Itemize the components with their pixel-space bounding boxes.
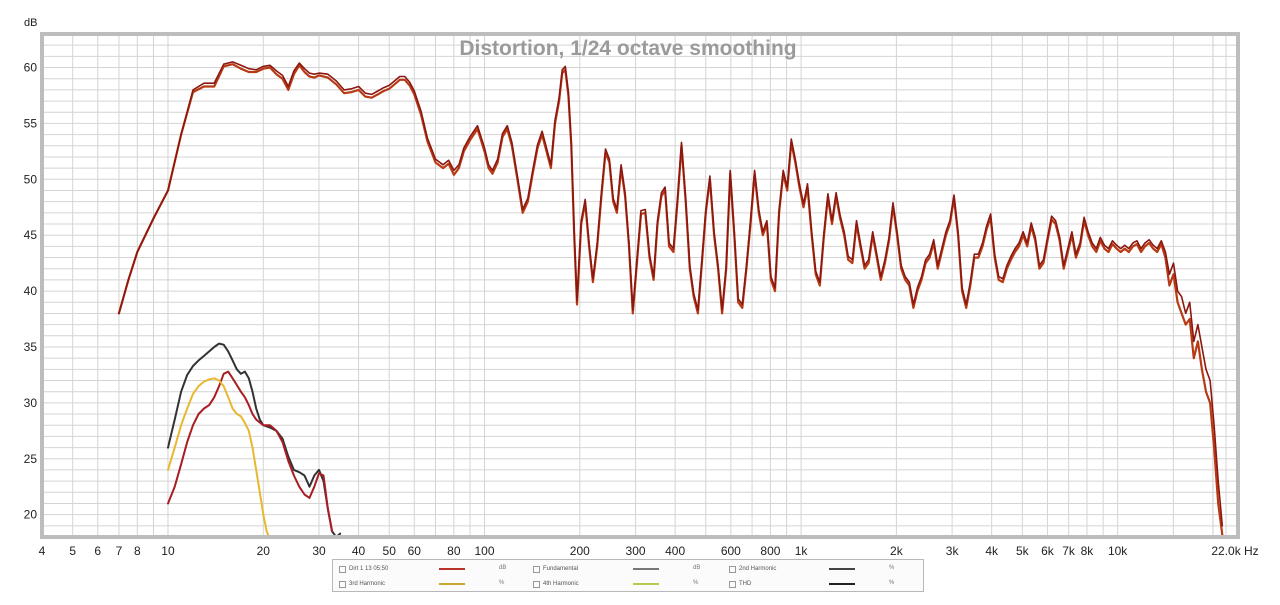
y-tick-label: 30 (24, 396, 38, 410)
x-tick-label: 6k (1041, 544, 1055, 558)
legend: Dirt 1 13 05:50 dB Fundamental dB 2nd Harmon… (332, 559, 924, 592)
y-tick-label: 60 (24, 61, 38, 75)
x-tick-label: 30 (312, 544, 326, 558)
x-tick-label: 1k (795, 544, 809, 558)
legend-swatch (439, 583, 465, 585)
legend-checkbox[interactable] (533, 565, 540, 573)
y-tick-label: 55 (24, 116, 38, 130)
y-tick-label: 25 (24, 452, 38, 466)
legend-swatch (829, 568, 855, 570)
x-axis-ticks: 4 5 6 7 8 10 20 30 40 50 60 80 100 200 300 400 600 800 1k 2… (39, 544, 1259, 558)
legend-unit: % (693, 580, 699, 586)
x-tick-label: 22.0k (1211, 544, 1241, 558)
legend-entry[interactable]: Fundamental (533, 562, 578, 576)
x-tick-label: 300 (626, 544, 646, 558)
x-tick-label: 7k (1062, 544, 1076, 558)
series-line-5 (167, 377, 271, 537)
y-tick-label: 35 (24, 340, 38, 354)
legend-label: 3rd Harmonic (349, 581, 386, 587)
x-tick-label: 3k (946, 544, 960, 558)
x-tick-label: 80 (447, 544, 461, 558)
legend-swatch (439, 568, 465, 570)
legend-checkbox[interactable] (339, 565, 346, 573)
legend-swatch (633, 583, 659, 585)
x-tick-label: 5k (1016, 544, 1030, 558)
x-tick-label: 10 (161, 544, 175, 558)
x-tick-label: 7 (116, 544, 123, 558)
y-axis-ticks: 20 25 30 35 40 45 50 55 60 (24, 61, 38, 522)
y-tick-label: 40 (24, 284, 38, 298)
legend-unit: dB (693, 565, 701, 571)
y-tick-label: 50 (24, 172, 38, 186)
grid (41, 33, 1238, 538)
legend-unit: % (499, 580, 505, 586)
legend-unit: % (889, 580, 895, 586)
plot-frame (40, 32, 1240, 539)
legend-checkbox[interactable] (729, 580, 736, 588)
x-tick-label: 4k (985, 544, 999, 558)
x-tick-label: 60 (408, 544, 422, 558)
x-tick-label: 200 (570, 544, 590, 558)
y-tick-label: 45 (24, 228, 38, 242)
x-tick-label: 20 (257, 544, 271, 558)
legend-entry[interactable]: 4th Harmonic (533, 577, 579, 591)
legend-entry[interactable]: THD (729, 577, 751, 591)
legend-entry[interactable]: Dirt 1 13 05:50 (339, 562, 388, 576)
legend-label: Dirt 1 13 05:50 (349, 566, 389, 572)
series-layer (117, 61, 1224, 537)
x-tick-label: 2k (890, 544, 904, 558)
chart-title: Distortion, 1/24 octave smoothing (459, 37, 796, 60)
x-tick-label: 100 (475, 544, 495, 558)
series-line-4 (167, 370, 334, 533)
x-tick-label: 8 (134, 544, 141, 558)
series-line-2 (118, 61, 1224, 527)
legend-entry[interactable]: 2nd Harmonic (729, 562, 776, 576)
x-tick-label: 10k (1108, 544, 1128, 558)
legend-label: 4th Harmonic (543, 581, 579, 587)
x-axis-unit: Hz (1244, 544, 1259, 558)
legend-unit: dB (499, 565, 507, 571)
legend-label: 2nd Harmonic (739, 566, 777, 572)
series-line-3 (167, 342, 342, 537)
legend-checkbox[interactable] (339, 580, 346, 588)
x-tick-label: 6 (94, 544, 101, 558)
x-tick-label: 400 (665, 544, 685, 558)
x-tick-label: 4 (39, 544, 46, 558)
x-tick-label: 5 (69, 544, 76, 558)
x-tick-label: 800 (760, 544, 780, 558)
x-tick-label: 600 (721, 544, 741, 558)
x-tick-label: 50 (383, 544, 397, 558)
x-tick-label: 8k (1081, 544, 1095, 558)
legend-label: Fundamental (543, 566, 579, 572)
x-tick-label: 40 (352, 544, 366, 558)
y-axis-unit: dB (24, 17, 37, 29)
y-tick-label: 20 (24, 508, 38, 522)
legend-checkbox[interactable] (729, 565, 736, 573)
legend-entry[interactable]: 3rd Harmonic (339, 577, 385, 591)
legend-unit: % (889, 565, 895, 571)
legend-label: THD (739, 581, 752, 587)
legend-swatch (829, 583, 855, 585)
legend-swatch (633, 568, 659, 570)
legend-checkbox[interactable] (533, 580, 540, 588)
